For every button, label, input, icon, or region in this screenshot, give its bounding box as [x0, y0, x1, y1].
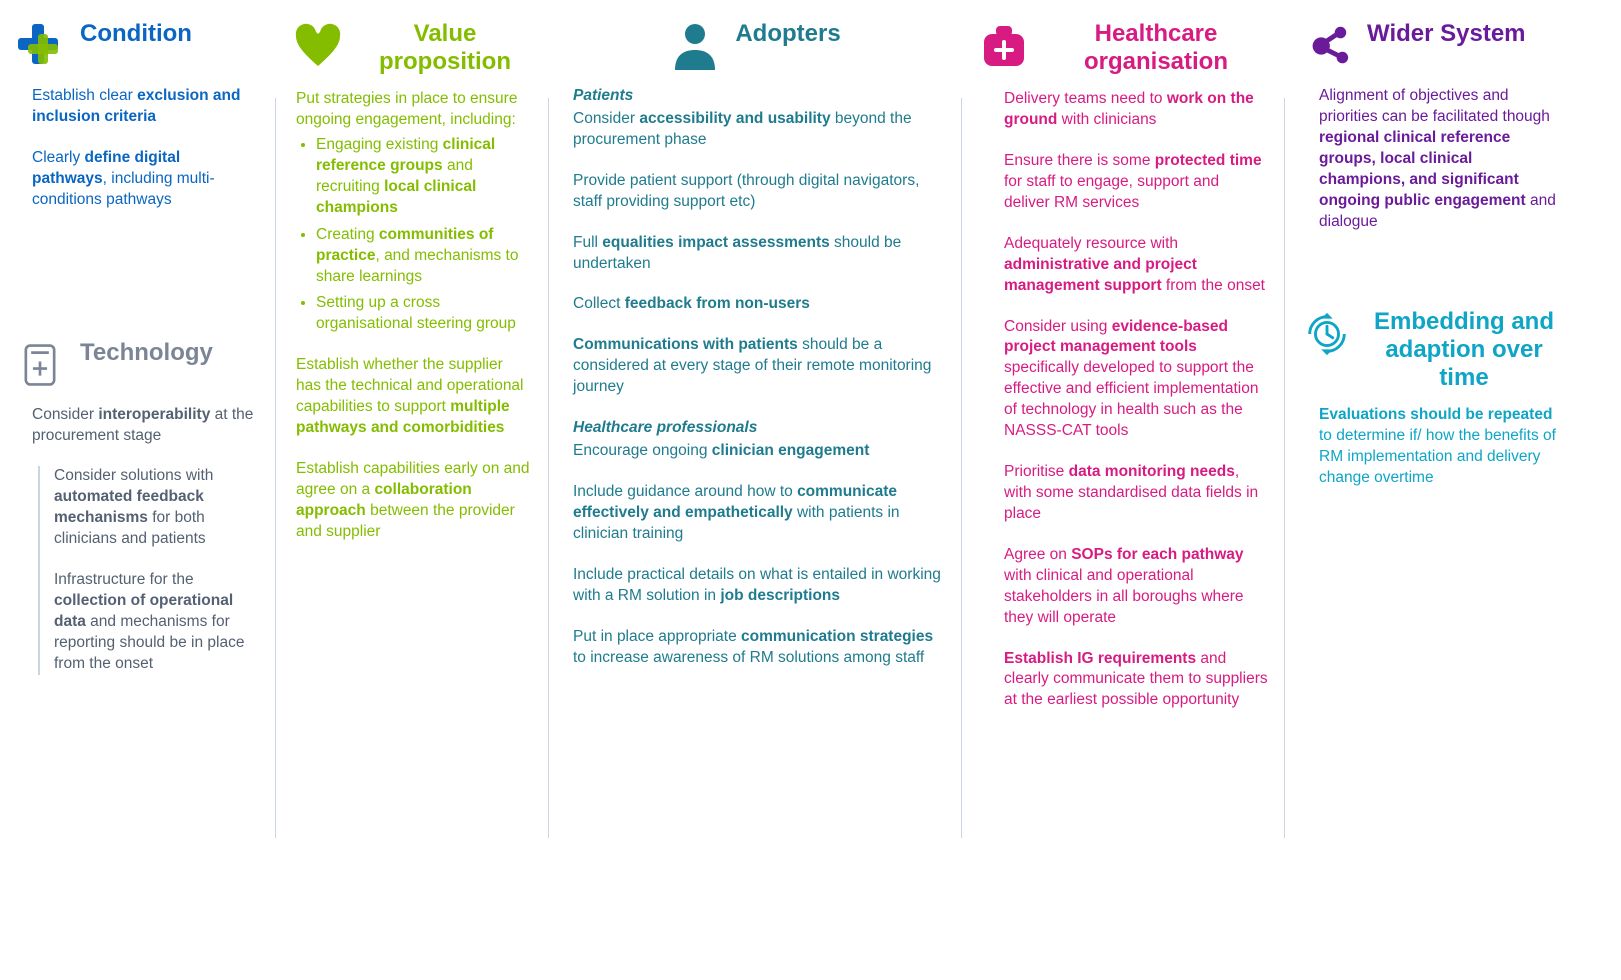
- value-p2: Establish whether the supplier has the t…: [296, 355, 532, 439]
- title-condition: Condition: [80, 20, 192, 48]
- title-adopters: Adopters: [735, 20, 840, 48]
- title-value: Value proposition: [358, 20, 532, 75]
- column-condition-technology: Condition Establish clear exclusion and …: [14, 20, 259, 675]
- title-embedding: Embedding and adaption over time: [1367, 308, 1561, 391]
- column-divider-4: [1284, 98, 1285, 838]
- body-technology: Consider interoperability at the procure…: [14, 405, 259, 675]
- body-healthcare: Delivery teams need to work on the groun…: [978, 89, 1268, 711]
- infographic-page: Condition Establish clear exclusion and …: [0, 0, 1621, 878]
- title-technology: Technology: [80, 339, 213, 367]
- hc-p1: Delivery teams need to work on the groun…: [1004, 89, 1268, 131]
- adopt-p3: Full equalities impact assessments shoul…: [573, 233, 945, 275]
- embed-p1: Evaluations should be repeated to determ…: [1319, 405, 1561, 489]
- condition-p2: Clearly define digital pathways, includi…: [32, 148, 259, 211]
- person-icon: [669, 20, 721, 72]
- heading-condition: Condition: [14, 20, 259, 72]
- tech-p3: Infrastructure for the collection of ope…: [54, 570, 259, 675]
- section-embedding: Embedding and adaption over time Evaluat…: [1301, 308, 1561, 488]
- column-divider-1: [275, 98, 276, 838]
- heading-adopters: Adopters: [565, 20, 945, 72]
- section-wider: Wider System Alignment of objectives and…: [1301, 20, 1561, 232]
- column-divider-2: [548, 98, 549, 838]
- title-healthcare: Healthcare organisation: [1044, 20, 1268, 75]
- value-b1: Engaging existing clinical reference gro…: [316, 135, 532, 219]
- value-p3: Establish capabilities early on and agre…: [296, 459, 532, 543]
- heading-wider: Wider System: [1301, 20, 1561, 72]
- heading-embedding: Embedding and adaption over time: [1301, 308, 1561, 391]
- adopt-h2: Include guidance around how to communica…: [573, 482, 945, 545]
- medkit-icon: [978, 20, 1030, 72]
- body-embedding: Evaluations should be repeated to determ…: [1301, 405, 1561, 489]
- hc-p4: Consider using evidence-based project ma…: [1004, 317, 1268, 443]
- adopt-p1: Consider accessibility and usability bey…: [573, 109, 945, 151]
- adopters-hp-label: Healthcare professionals: [573, 418, 945, 439]
- section-healthcare: Healthcare organisation Delivery teams n…: [978, 20, 1268, 711]
- body-adopters: Patients Consider accessibility and usab…: [565, 86, 945, 668]
- column-adopters: Adopters Patients Consider accessibility…: [565, 20, 945, 668]
- adopt-p4: Collect feedback from non-users: [573, 294, 945, 315]
- value-intro: Put strategies in place to ensure ongoin…: [296, 89, 532, 131]
- hc-p7: Establish IG requirements and clearly co…: [1004, 649, 1268, 712]
- clock-cycle-icon: [1301, 308, 1353, 360]
- adopt-p5: Communications with patients should be a…: [573, 335, 945, 398]
- value-b3: Setting up a cross organisational steeri…: [316, 293, 532, 335]
- hc-p5: Prioritise data monitoring needs, with s…: [1004, 462, 1268, 525]
- adopt-h4: Put in place appropriate communication s…: [573, 627, 945, 669]
- section-technology: Technology Consider interoperability at …: [14, 339, 259, 675]
- adopt-p2: Provide patient support (through digital…: [573, 171, 945, 213]
- hc-p6: Agree on SOPs for each pathway with clin…: [1004, 545, 1268, 629]
- tech-p2: Consider solutions with automated feedba…: [54, 466, 259, 550]
- heart-icon: [292, 20, 344, 72]
- hc-p2: Ensure there is some protected time for …: [1004, 151, 1268, 214]
- body-wider: Alignment of objectives and priorities c…: [1301, 86, 1561, 232]
- hc-p3: Adequately resource with administrative …: [1004, 234, 1268, 297]
- section-value: Value proposition Put strategies in plac…: [292, 20, 532, 543]
- value-bullets: Engaging existing clinical reference gro…: [296, 135, 532, 335]
- column-value: Value proposition Put strategies in plac…: [292, 20, 532, 543]
- column-divider-3: [961, 98, 962, 838]
- plus-cluster-icon: [14, 20, 66, 72]
- value-b2: Creating communities of practice, and me…: [316, 225, 532, 288]
- title-wider: Wider System: [1367, 20, 1526, 48]
- adopt-h1: Encourage ongoing clinician engagement: [573, 441, 945, 462]
- condition-p1: Establish clear exclusion and inclusion …: [32, 86, 259, 128]
- heading-healthcare: Healthcare organisation: [978, 20, 1268, 75]
- adopters-patients-label: Patients: [573, 86, 945, 107]
- wider-p1: Alignment of objectives and priorities c…: [1319, 86, 1561, 232]
- section-condition: Condition Establish clear exclusion and …: [14, 20, 259, 211]
- column-healthcare: Healthcare organisation Delivery teams n…: [978, 20, 1268, 711]
- tech-p1: Consider interoperability at the procure…: [32, 405, 259, 447]
- heading-value: Value proposition: [292, 20, 532, 75]
- section-adopters: Adopters Patients Consider accessibility…: [565, 20, 945, 668]
- body-condition: Establish clear exclusion and inclusion …: [14, 86, 259, 211]
- network-icon: [1301, 20, 1353, 72]
- heading-technology: Technology: [14, 339, 259, 391]
- device-plus-icon: [14, 339, 66, 391]
- adopt-h3: Include practical details on what is ent…: [573, 565, 945, 607]
- tech-divider: Consider solutions with automated feedba…: [38, 466, 259, 674]
- body-value: Put strategies in place to ensure ongoin…: [292, 89, 532, 543]
- column-wider-embedding: Wider System Alignment of objectives and…: [1301, 20, 1561, 489]
